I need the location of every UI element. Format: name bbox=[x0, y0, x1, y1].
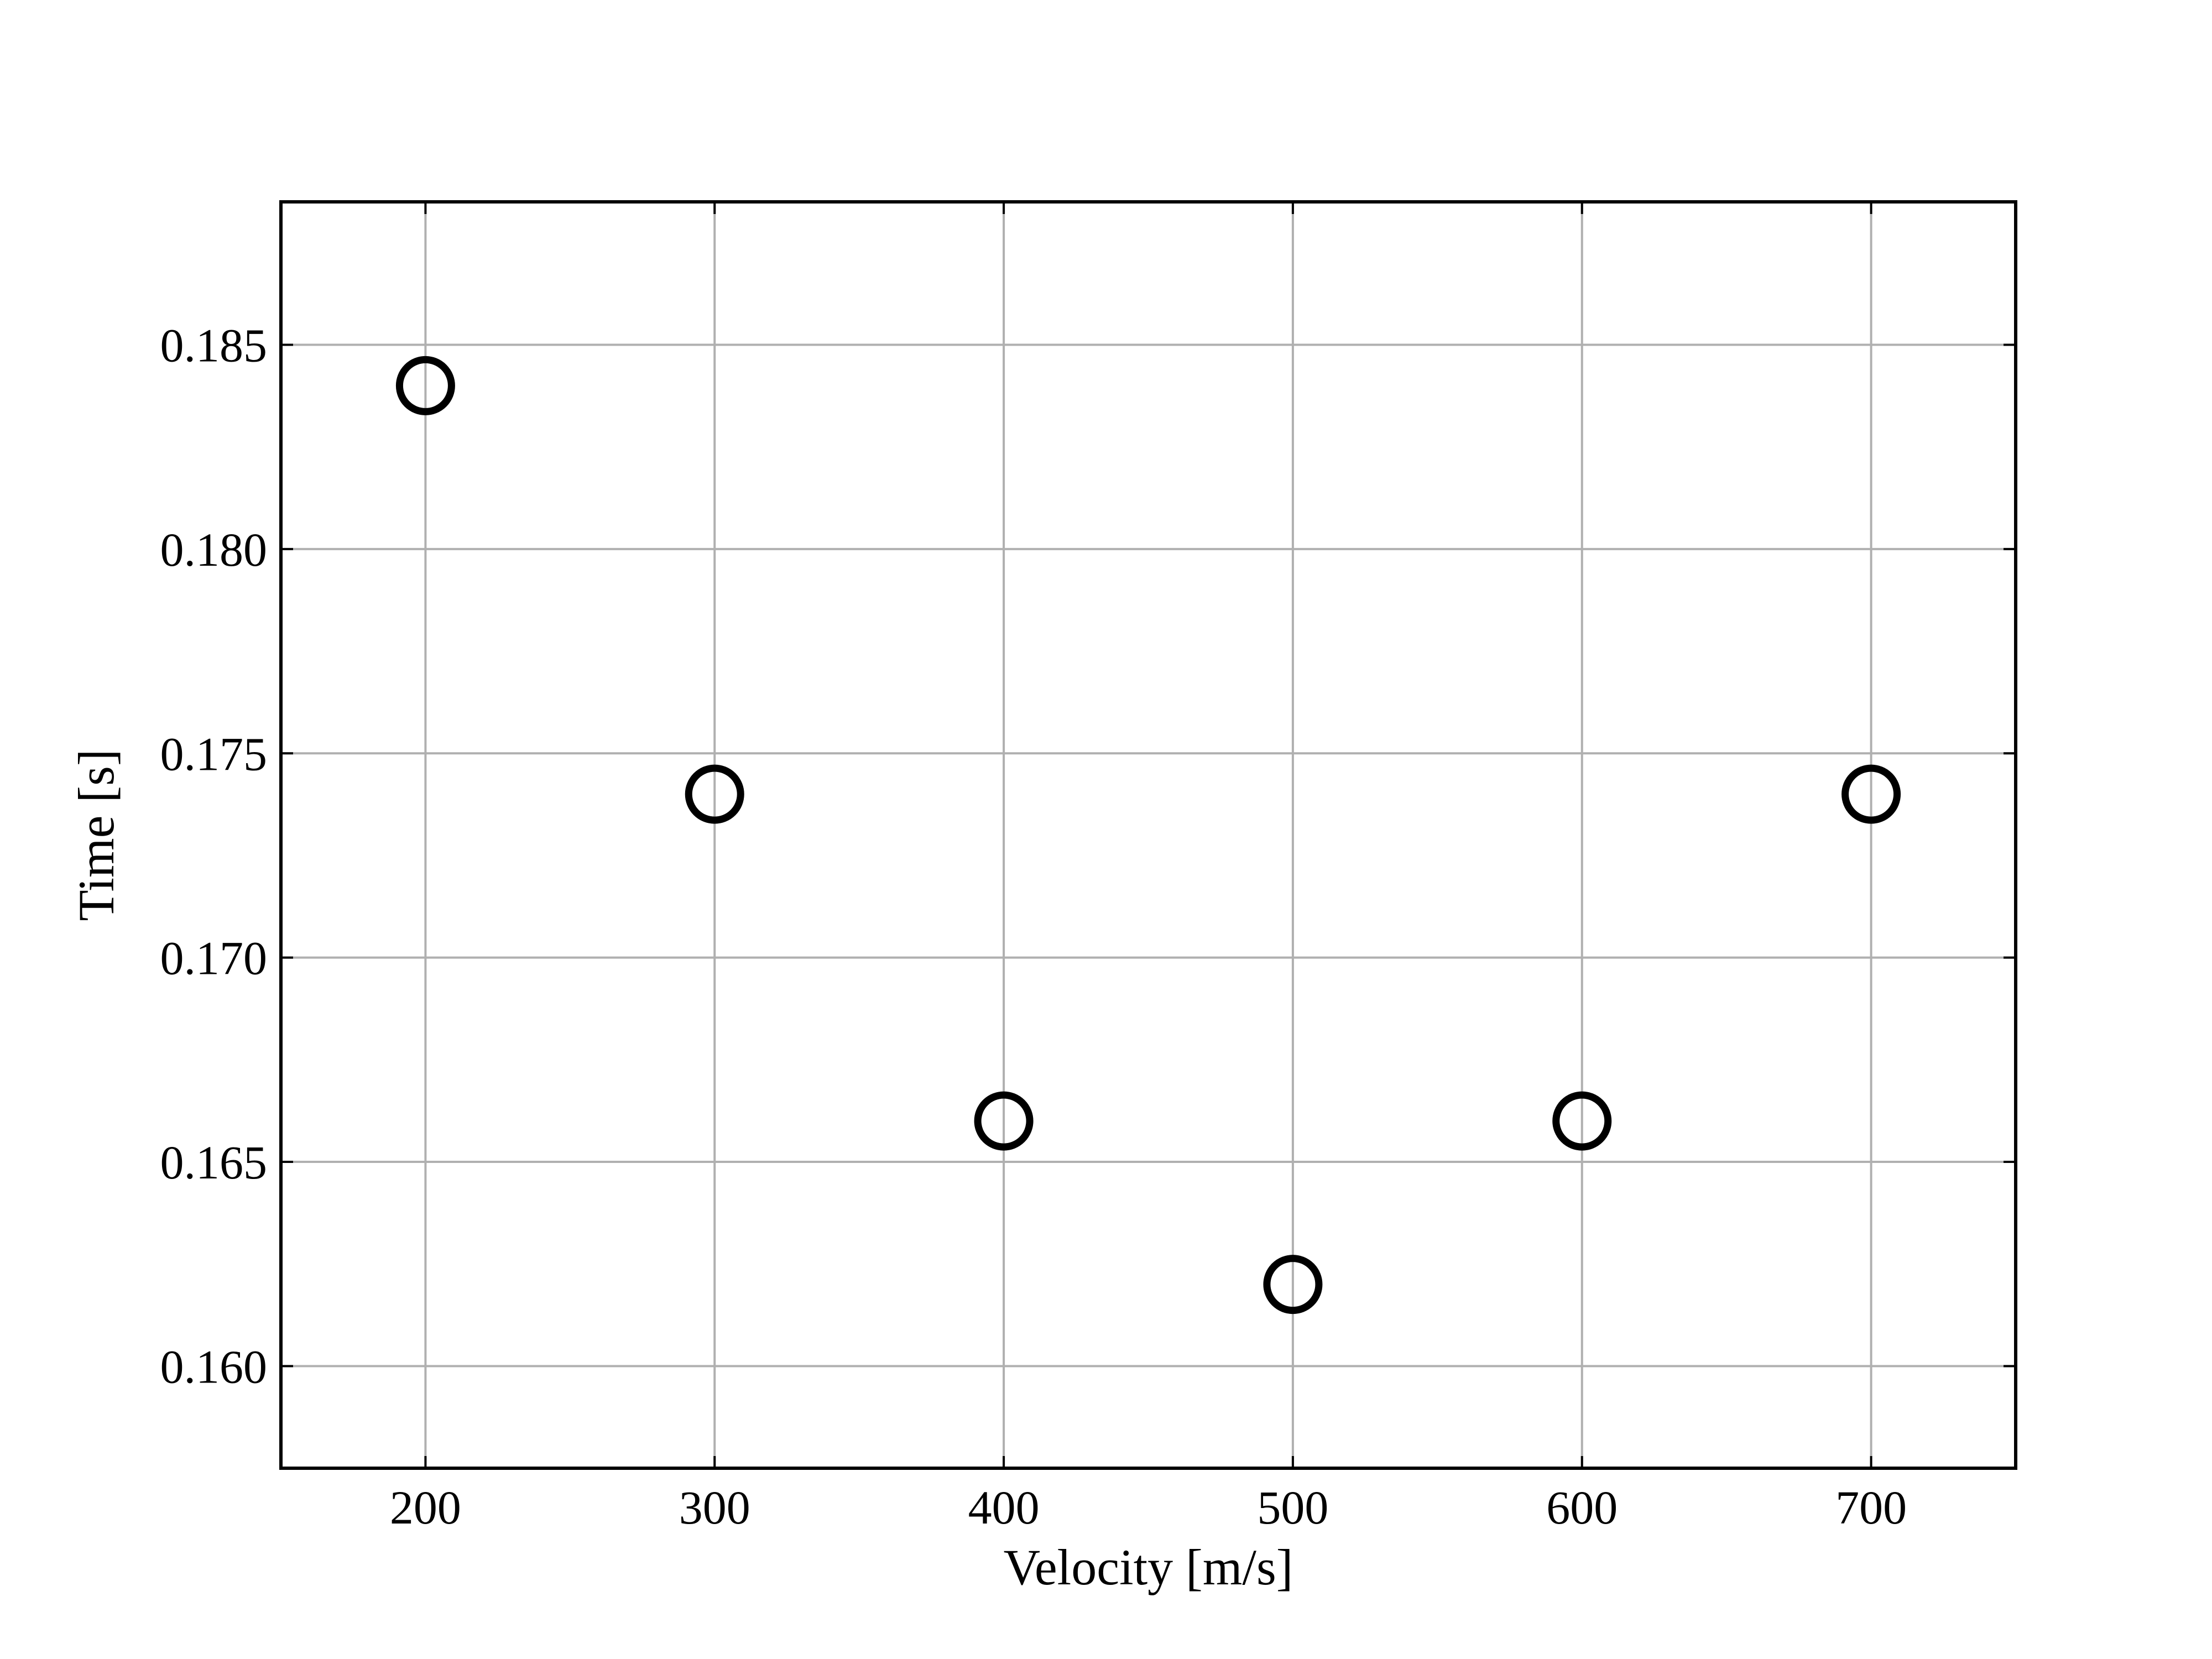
tick-labels: 200 300 400 500 600 700 0.160 0.165 0.170 0.175 0.… bbox=[160, 319, 1907, 1534]
x-tick-label: 300 bbox=[679, 1481, 750, 1534]
data-point bbox=[685, 764, 744, 824]
x-tick-label: 400 bbox=[968, 1481, 1040, 1534]
y-axis-title: Time [s] bbox=[68, 749, 124, 921]
x-tick-label: 700 bbox=[1835, 1481, 1907, 1534]
data-point bbox=[1552, 1091, 1612, 1151]
y-tick-label: 0.160 bbox=[160, 1340, 268, 1393]
x-axis-title: Velocity [m/s] bbox=[1004, 1539, 1293, 1595]
x-tick-label: 200 bbox=[390, 1481, 461, 1534]
data-point bbox=[1841, 764, 1901, 824]
data-point bbox=[1263, 1255, 1323, 1314]
x-tick-label: 500 bbox=[1257, 1481, 1328, 1534]
y-tick-label: 0.170 bbox=[160, 932, 268, 985]
plot-frame bbox=[279, 200, 2017, 1470]
y-tick-label: 0.180 bbox=[160, 523, 268, 576]
data-point bbox=[395, 356, 455, 415]
y-tick-label: 0.165 bbox=[160, 1136, 268, 1189]
y-tick-label: 0.185 bbox=[160, 319, 268, 372]
y-tick-label: 0.175 bbox=[160, 727, 268, 780]
x-tick-label: 600 bbox=[1546, 1481, 1618, 1534]
axis-ticks bbox=[281, 202, 2016, 1468]
data-point bbox=[974, 1091, 1034, 1151]
data-points bbox=[395, 356, 1901, 1314]
grid-lines bbox=[281, 202, 2016, 1468]
